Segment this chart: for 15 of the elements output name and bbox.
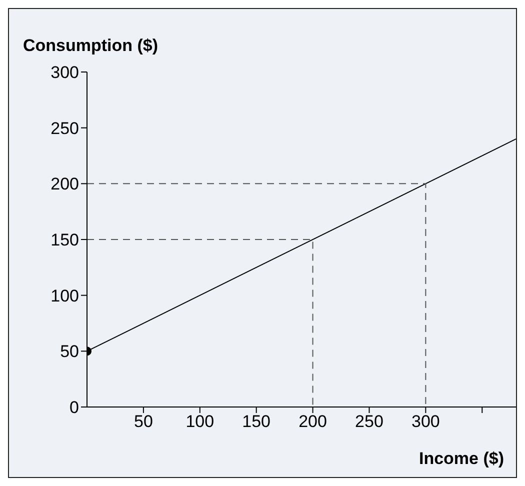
x-tick-label: 150: [242, 412, 271, 432]
x-tick-label: 250: [355, 412, 384, 432]
y-axis-title: Consumption ($): [23, 36, 158, 56]
x-tick-label: 50: [134, 412, 153, 432]
x-tick-label: 300: [411, 412, 440, 432]
y-tick-label: 50: [60, 342, 79, 362]
y-tick-label: 0: [70, 398, 79, 418]
y-tick-label: 200: [50, 174, 79, 194]
x-tick-label: 100: [186, 412, 214, 432]
y-tick-label: 150: [50, 230, 79, 250]
y-tick-label: 100: [50, 286, 79, 306]
x-tick-label: 200: [298, 412, 327, 432]
x-axis-title: Income ($): [418, 449, 504, 469]
y-tick-label: 250: [50, 118, 79, 138]
y-tick-label: 300: [50, 63, 79, 82]
